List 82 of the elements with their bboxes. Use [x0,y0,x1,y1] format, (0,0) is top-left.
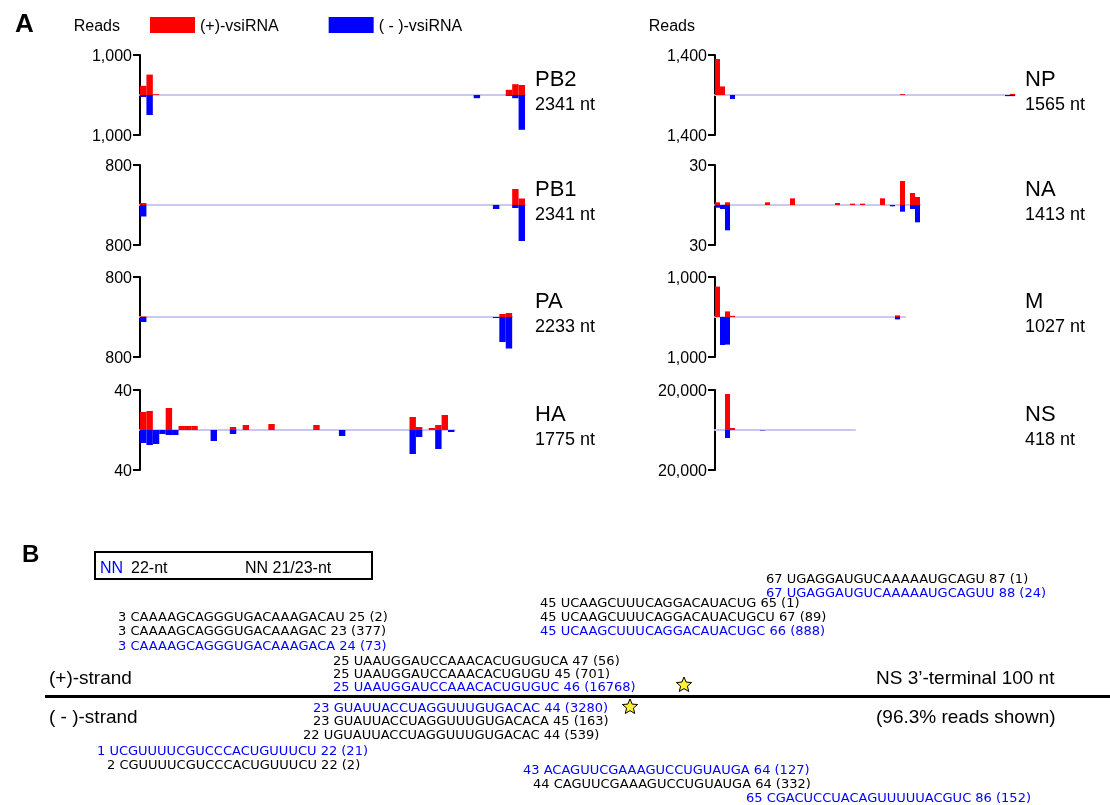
bar [900,205,905,212]
bar [900,181,905,205]
y-tick-label: 800 [105,268,133,286]
y-tick-label: 40 [114,461,133,479]
text: 44 CAGUUCGAAAGUCCUGUAUGA 64 (332) [533,776,811,791]
y-tick-label: 20,000 [658,461,708,479]
bar [229,430,237,434]
chart-title: A [15,8,34,38]
text: ( - )-strand [49,706,138,727]
text: 3 CAAAAGCAGGGUGACAAAGACA 24 (73) [118,638,387,653]
text: 67 UGAGGAUGUCAAAAAUGCAGU 87 (1) [766,571,1029,586]
y-tick-label: 800 [105,236,133,254]
y-tick-label: 1,000 [666,348,708,366]
text: 43 ACAGUUCGAAAGUCCUGUAUGA 64 (127) [523,762,810,777]
text: HA [535,400,566,426]
y-tick-label: 1,400 [666,46,708,64]
legend-label: ( - )-vsiRNA [378,16,463,34]
y-tick-label: 40 [114,381,133,399]
y-tick-label: 800 [105,156,133,174]
text: 25 UAAUGGAUCCAAACACUGUGU 45 (701) [333,666,611,681]
y-tick-label: 30 [689,236,708,254]
bar [229,427,237,430]
bar [725,430,730,438]
bar [492,205,500,209]
y-axis-title: Reads [648,16,695,34]
text: 25 UAAUGGAUCCAAACACUGUGUC 46 (16768) [333,679,636,694]
text: 2341 nt [535,94,596,114]
text: M [1025,287,1044,313]
y-tick-label: 30 [689,156,708,174]
bar [313,425,320,430]
y-tick-label: 20,000 [658,381,708,399]
text: 1 UCGUUUUCGUCCCACUGUUUCU 22 (21) [97,743,368,758]
text: 1565 nt [1025,94,1086,114]
text: 3 CAAAAGCAGGGUGACAAAGACAU 25 (2) [118,609,388,624]
text: PB2 [535,65,577,91]
text: (+)-strand [49,667,132,688]
y-axis-title: Reads [73,16,120,34]
bar [725,202,730,205]
y-tick-label: 1,000 [91,46,133,64]
text: (96.3% reads shown) [876,706,1056,727]
text: NN [100,559,124,576]
text: NA [1025,175,1056,201]
bar [435,430,442,449]
text: 45 UCAAGCUUUCAGGACAUACUGCU 67 (89) [540,609,827,624]
text: 3 CAAAAGCAGGGUGACAAAGAC 23 (377) [118,623,387,638]
bar [765,202,770,205]
text: 23 GUAUUACCUAGGUUUGUGACAC 44 (3280) [313,700,609,715]
text: 23 GUAUUACCUAGGUUUGUGACACA 45 (163) [313,713,609,728]
text: NS 3’-terminal 100 nt [876,667,1056,688]
text: 2 CGUUUUCGUCCCACUGUUUCU 22 (2) [107,757,361,772]
text: B [22,540,40,567]
bar [338,430,346,436]
text: 1413 nt [1025,204,1086,224]
text: 45 UCAAGCUUUCAGGACAUACUGC 66 (888) [540,623,826,638]
text: PB1 [535,175,577,201]
bar [730,95,735,99]
y-tick-label: 800 [105,348,133,366]
text: 2233 nt [535,316,596,336]
text: 65 CGACUCCUACAGUUUUUACGUC 86 (152) [746,790,1031,805]
text: NN 21/23-nt [245,559,332,576]
bar [268,424,275,430]
y-tick-label: 1,000 [666,268,708,286]
legend-label: (+)-vsiRNA [200,16,279,34]
bar [715,286,720,317]
text: 25 UAAUGGAUCCAAACACUGUGUCA 47 (56) [333,653,620,668]
bar [242,425,250,430]
text: NP [1025,65,1056,91]
text: 418 nt [1025,429,1076,449]
y-tick-label: 1,400 [666,126,708,144]
text: PA [535,287,564,313]
bar [880,198,885,205]
y-tick-label: 1,000 [91,126,133,144]
text: 22 UGUAUUACCUAGGUUUGUGACAC 44 (539) [303,727,600,742]
bar [790,198,795,205]
text: NS [1025,400,1056,426]
text: 2341 nt [535,204,596,224]
text: 1027 nt [1025,316,1086,336]
text: 22-nt [131,559,169,576]
bar [165,408,173,430]
bar [140,205,147,217]
bar [210,430,217,441]
text: 1775 nt [535,429,596,449]
